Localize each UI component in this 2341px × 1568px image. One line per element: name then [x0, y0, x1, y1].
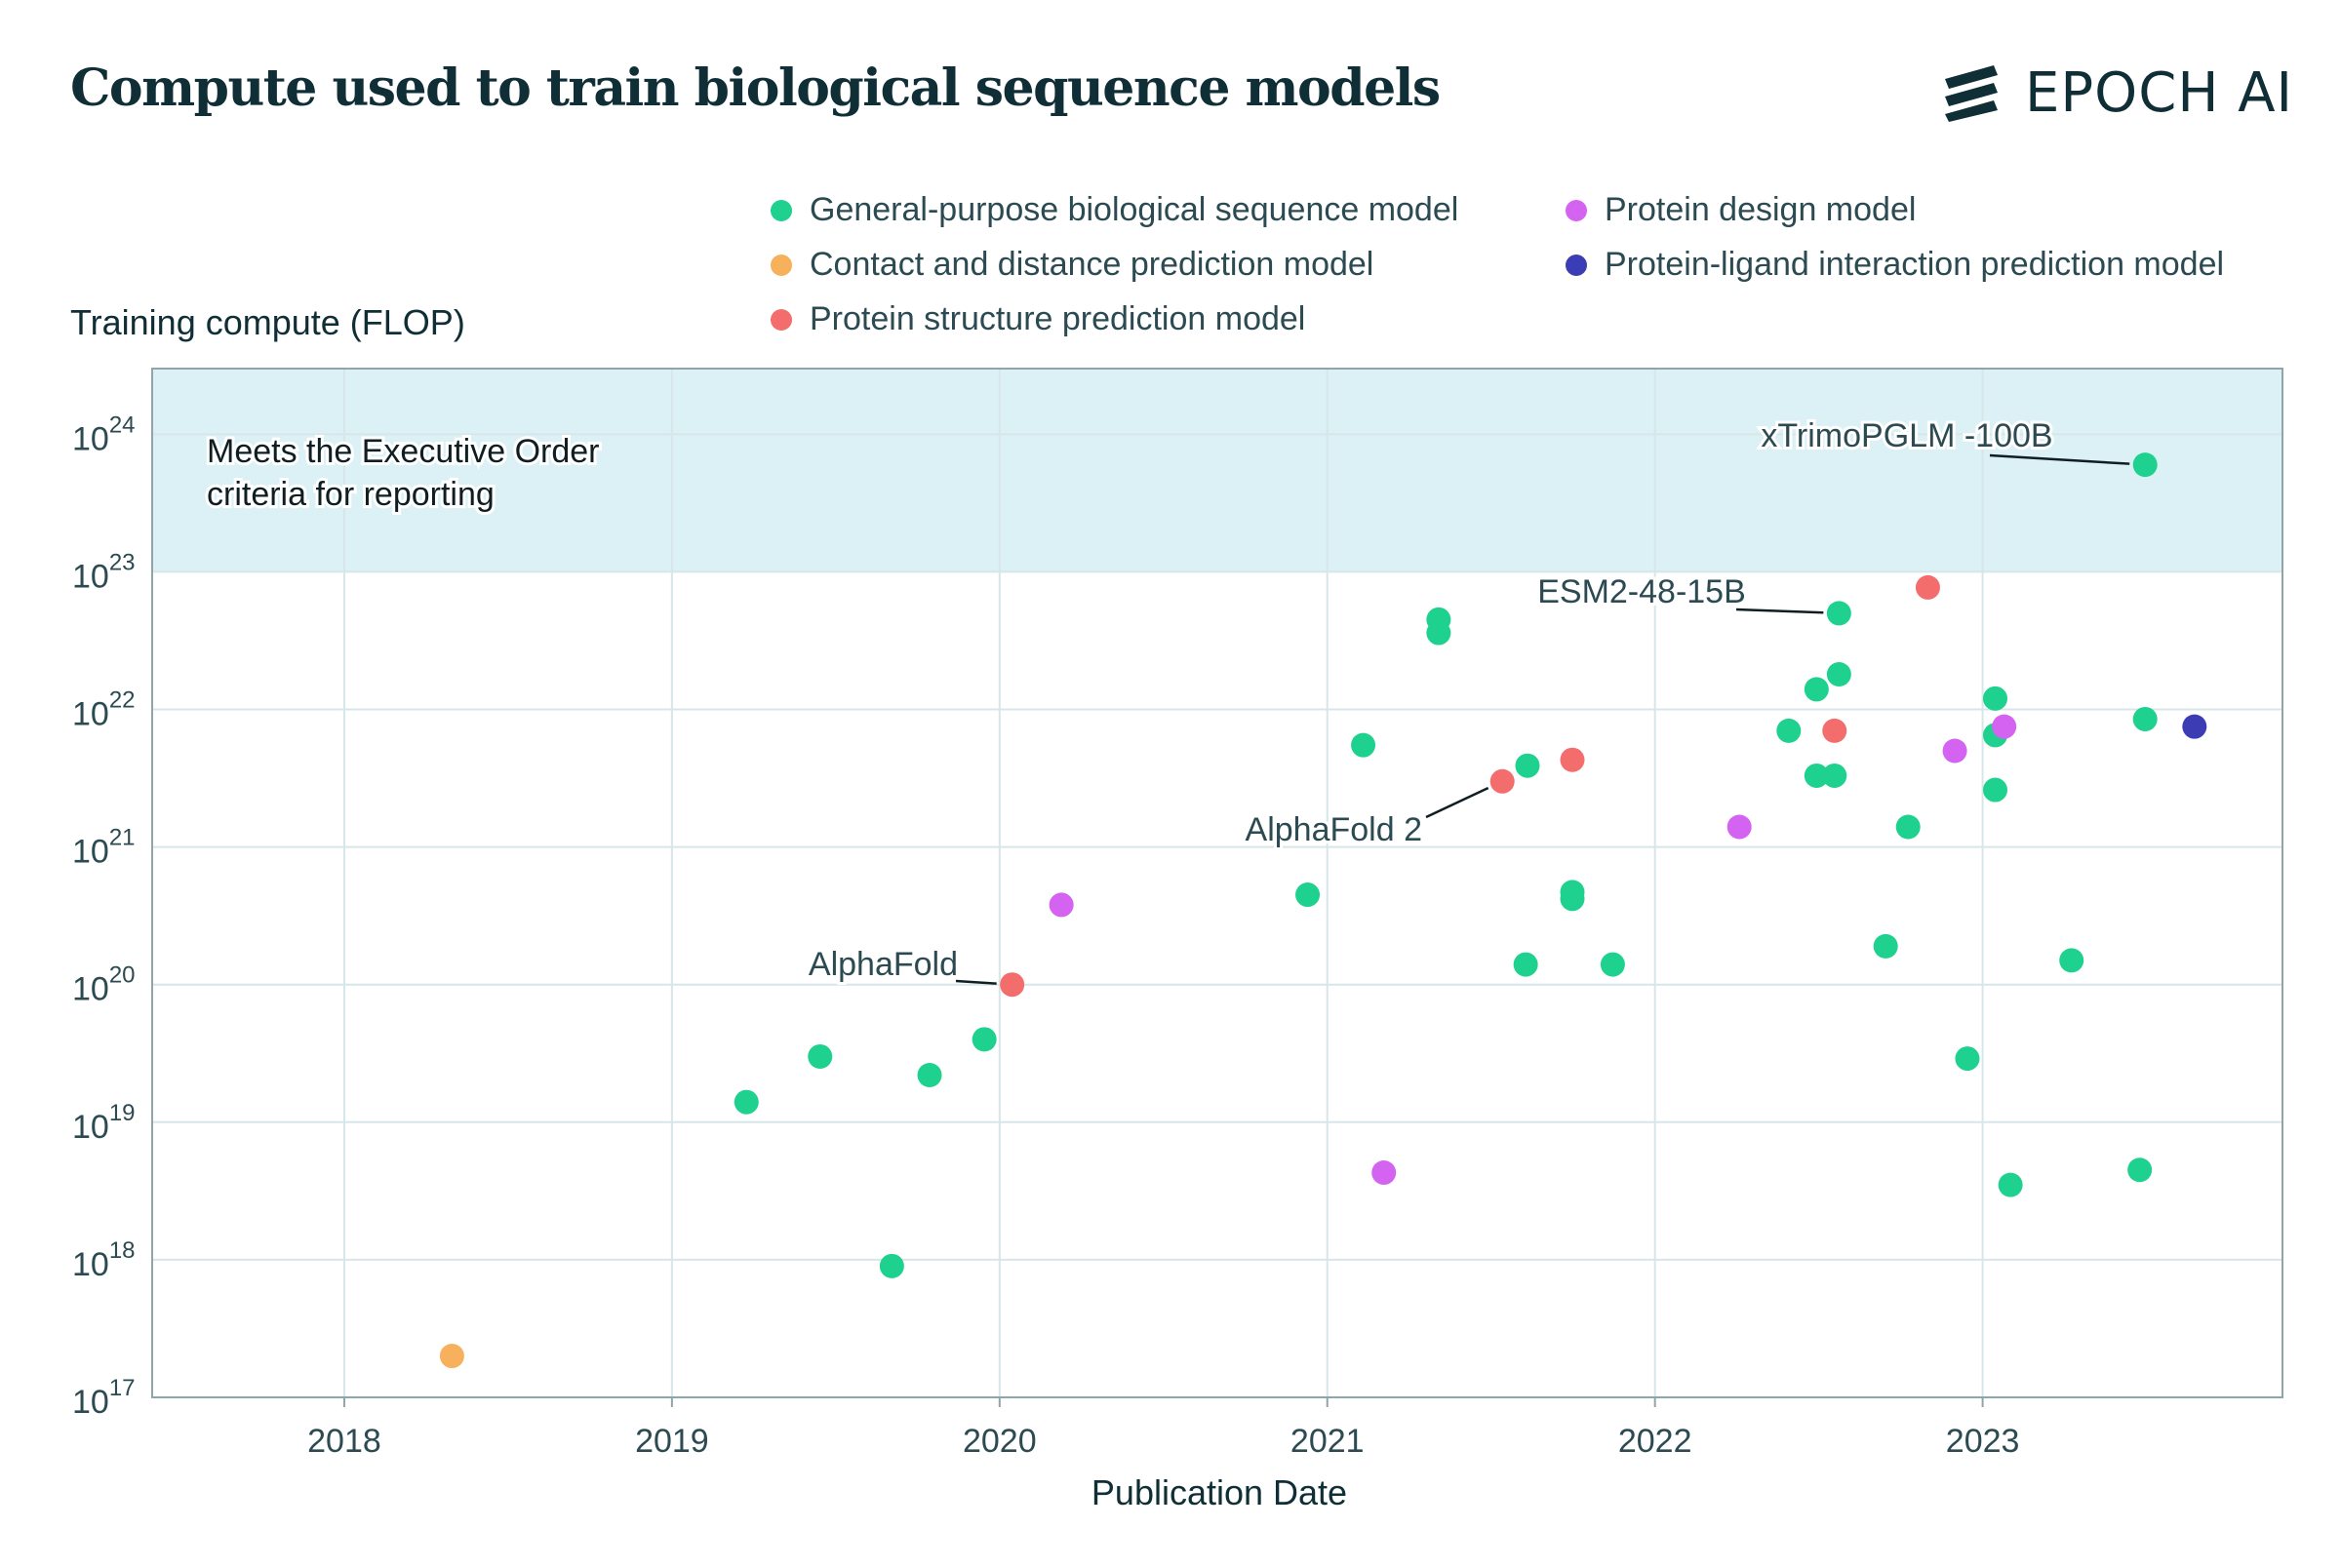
annotation-label: xTrimoPGLM -100B [1761, 417, 2052, 454]
point-general-purpose-biological-sequence-model [1804, 763, 1829, 788]
point-general-purpose-biological-sequence-model [1804, 677, 1829, 702]
point-protein-design-model [1049, 892, 1074, 918]
point-general-purpose-biological-sequence-model [2132, 452, 2158, 478]
point-general-purpose-biological-sequence-model [2059, 948, 2084, 973]
legend: General-purpose biological sequence mode… [771, 191, 2292, 357]
y-tick-label: 1019 [72, 1100, 136, 1146]
legend-label: Protein-ligand interaction prediction mo… [1605, 246, 2225, 283]
legend-item-contact-distance: Contact and distance prediction model [771, 246, 1373, 284]
x-tick-label: 2022 [1618, 1423, 1692, 1460]
x-tick-label: 2020 [963, 1423, 1037, 1460]
y-tick-label: 1023 [72, 549, 136, 595]
chart-title: Compute used to train biological sequenc… [70, 59, 1441, 118]
y-tick-label: 1021 [72, 825, 136, 871]
point-general-purpose-biological-sequence-model [734, 1089, 759, 1115]
y-axis-label: Training compute (FLOP) [70, 302, 465, 342]
legend-item-protein-design: Protein design model [1566, 191, 1916, 229]
point-protein-structure-prediction-model [1915, 574, 1940, 600]
point-protein-design-model [1992, 714, 2017, 739]
point-protein-structure-prediction-model [1000, 972, 1025, 998]
legend-label: Protein structure prediction model [810, 300, 1306, 337]
point-general-purpose-biological-sequence-model [1982, 686, 2007, 711]
point-general-purpose-biological-sequence-model [1600, 952, 1625, 977]
annotation-leader [1735, 608, 1824, 614]
y-tick-label: 1017 [72, 1375, 136, 1421]
x-tick-label: 2018 [307, 1423, 381, 1460]
annotation-leader [955, 979, 997, 985]
point-general-purpose-biological-sequence-model [1776, 718, 1802, 743]
legend-dot [1566, 254, 1587, 276]
legend-label: Contact and distance prediction model [810, 246, 1374, 283]
x-axis-label: Publication Date [1091, 1472, 1348, 1512]
x-tick-label: 2021 [1290, 1423, 1365, 1460]
annotation-label: AlphaFold [809, 946, 958, 983]
point-general-purpose-biological-sequence-model [1826, 601, 1851, 626]
epoch-ai-logo: EPOCH AI [1941, 59, 2293, 127]
point-general-purpose-biological-sequence-model [1955, 1046, 1980, 1072]
annotation-leader [1989, 453, 2130, 465]
point-general-purpose-biological-sequence-model [879, 1253, 904, 1278]
point-protein-structure-prediction-model [1560, 747, 1585, 772]
annotation-leader [1425, 786, 1489, 819]
y-tick-label: 1020 [72, 962, 136, 1008]
legend-item-protein-structure: Protein structure prediction model [771, 300, 1305, 338]
legend-dot [1566, 199, 1587, 221]
x-tick-label: 2023 [1946, 1423, 2020, 1460]
point-general-purpose-biological-sequence-model [1895, 814, 1921, 840]
point-protein-ligand-interaction-prediction-model [2182, 714, 2207, 739]
point-general-purpose-biological-sequence-model [2132, 706, 2158, 731]
threshold-note: Meets the Executive Order criteria for re… [207, 433, 600, 513]
point-general-purpose-biological-sequence-model [1351, 732, 1376, 758]
point-general-purpose-biological-sequence-model [1822, 763, 1847, 788]
x-tick-label: 2019 [635, 1423, 709, 1460]
legend-dot [771, 308, 792, 331]
point-general-purpose-biological-sequence-model [1560, 886, 1585, 912]
point-general-purpose-biological-sequence-model [972, 1027, 997, 1052]
threshold-region [152, 369, 2282, 572]
point-general-purpose-biological-sequence-model [1873, 933, 1898, 959]
point-general-purpose-biological-sequence-model [808, 1043, 833, 1069]
point-general-purpose-biological-sequence-model [1295, 882, 1321, 908]
y-tick-label: 1024 [72, 412, 136, 457]
annotation-label: AlphaFold 2 [1246, 811, 1422, 848]
point-general-purpose-biological-sequence-model [1982, 777, 2007, 803]
y-tick-label: 1018 [72, 1237, 136, 1283]
point-protein-design-model [1371, 1160, 1397, 1186]
annotation-label: ESM2-48-15B [1537, 573, 1746, 610]
point-contact-and-distance-prediction-model [439, 1344, 464, 1369]
point-general-purpose-biological-sequence-model [1998, 1172, 2023, 1197]
point-protein-design-model [1726, 814, 1752, 840]
legend-dot [771, 254, 792, 276]
logo-text: EPOCH AI [2025, 60, 2294, 125]
point-general-purpose-biological-sequence-model [1513, 952, 1538, 977]
legend-label: General-purpose biological sequence mode… [810, 191, 1459, 228]
legend-item-general-purpose: General-purpose biological sequence mode… [771, 191, 1458, 229]
point-protein-structure-prediction-model [1489, 768, 1515, 794]
point-protein-design-model [1942, 738, 1967, 764]
legend-dot [771, 199, 792, 221]
epoch-stripes-icon [1945, 65, 1998, 122]
plot-frame [151, 368, 2283, 1398]
point-general-purpose-biological-sequence-model [2127, 1157, 2153, 1183]
point-general-purpose-biological-sequence-model [1515, 753, 1540, 778]
point-general-purpose-biological-sequence-model [917, 1062, 942, 1087]
legend-item-protein-ligand: Protein-ligand interaction prediction mo… [1566, 246, 2224, 284]
legend-label: Protein design model [1605, 191, 1917, 228]
point-protein-structure-prediction-model [1822, 718, 1847, 743]
point-general-purpose-biological-sequence-model [1826, 661, 1851, 686]
y-tick-label: 1022 [72, 687, 136, 733]
point-general-purpose-biological-sequence-model [1426, 620, 1451, 646]
